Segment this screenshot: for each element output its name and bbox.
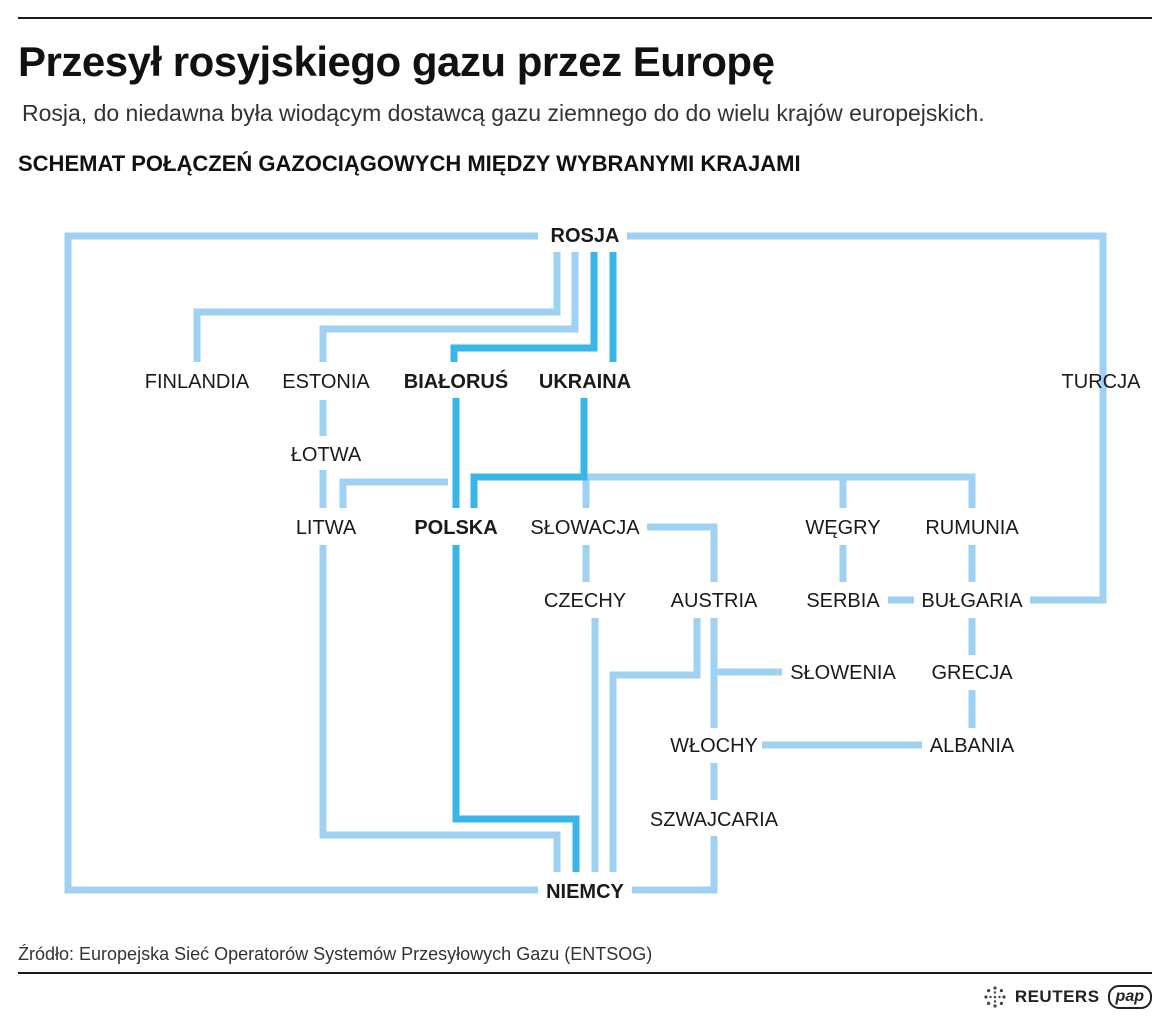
- node-austria: AUSTRIA: [671, 590, 758, 612]
- route-austria-niemcy: [609, 618, 701, 872]
- light-connections: [64, 232, 1107, 894]
- route-rosja-turcja-bulgaria: [627, 232, 1107, 604]
- route-rosja-finlandia: [193, 252, 561, 362]
- section-title: SCHEMAT POŁĄCZEŃ GAZOCIĄGOWYCH MIĘDZY WY…: [18, 151, 801, 176]
- node-ukraina: UKRAINA: [539, 371, 631, 393]
- node-bialorus: BIAŁORUŚ: [404, 369, 508, 393]
- country-labels: ROSJA FINLANDIA ESTONIA BIAŁORUŚ UKRAINA…: [145, 225, 1141, 903]
- route-polska-niemcy: [452, 545, 580, 872]
- pap-logo: pap: [1107, 985, 1152, 1009]
- node-estonia: ESTONIA: [282, 371, 370, 393]
- page-subtitle: Rosja, do niedawna była wiodącym dostawc…: [22, 100, 985, 126]
- route-litwa-niemcy: [319, 545, 561, 872]
- route-szwajcaria-niemcy: [632, 836, 718, 894]
- reuters-logo-text: REUTERS: [1014, 987, 1100, 1006]
- node-turcja: TURCJA: [1062, 371, 1142, 393]
- node-wegry: WĘGRY: [805, 517, 880, 539]
- node-rosja: ROSJA: [551, 225, 620, 247]
- node-wlochy: WŁOCHY: [670, 735, 758, 757]
- node-albania: ALBANIA: [930, 735, 1015, 757]
- node-serbia: SERBIA: [806, 590, 880, 612]
- publisher-logos: REUTERS pap: [983, 983, 1152, 1011]
- source-note: Źródło: Europejska Sieć Operatorów Syste…: [18, 944, 653, 964]
- node-czechy: CZECHY: [544, 590, 626, 612]
- main-transit-routes: [450, 252, 617, 872]
- node-rumunia: RUMUNIA: [925, 517, 1019, 539]
- route-polska-litwa: [339, 478, 448, 508]
- node-bulgaria: BUŁGARIA: [921, 590, 1023, 612]
- route-ukraina-rumunia: [586, 473, 976, 508]
- route-rosja-niemcy-west: [64, 232, 538, 894]
- node-slowacja: SŁOWACJA: [530, 517, 640, 539]
- route-rosja-estonia: [319, 252, 579, 362]
- node-slowenia: SŁOWENIA: [790, 662, 896, 684]
- node-litwa: LITWA: [296, 517, 357, 539]
- node-grecja: GRECJA: [931, 662, 1013, 684]
- route-rosja-bialorus: [450, 252, 598, 362]
- top-rule: [18, 17, 1152, 19]
- bottom-rule: [18, 972, 1152, 974]
- node-finlandia: FINLANDIA: [145, 371, 250, 393]
- reuters-logo-icon: [984, 986, 1006, 1008]
- route-slowacja-austria: [647, 523, 718, 582]
- route-ukraina-polska: [470, 398, 588, 508]
- node-niemcy: NIEMCY: [546, 881, 624, 903]
- node-szwajcaria: SZWAJCARIA: [650, 809, 779, 831]
- page-title: Przesył rosyjskiego gazu przez Europę: [18, 38, 775, 85]
- node-lotwa: ŁOTWA: [291, 444, 362, 466]
- node-polska: POLSKA: [414, 517, 497, 539]
